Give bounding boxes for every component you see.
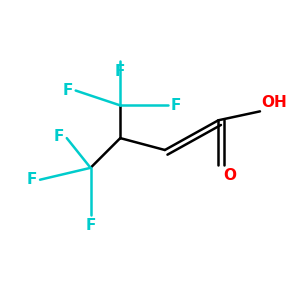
Text: F: F xyxy=(62,83,73,98)
Text: F: F xyxy=(53,129,64,144)
Text: O: O xyxy=(223,168,236,183)
Text: F: F xyxy=(171,98,181,113)
Text: OH: OH xyxy=(262,95,287,110)
Text: F: F xyxy=(85,218,96,233)
Text: F: F xyxy=(115,64,125,79)
Text: F: F xyxy=(27,172,37,187)
